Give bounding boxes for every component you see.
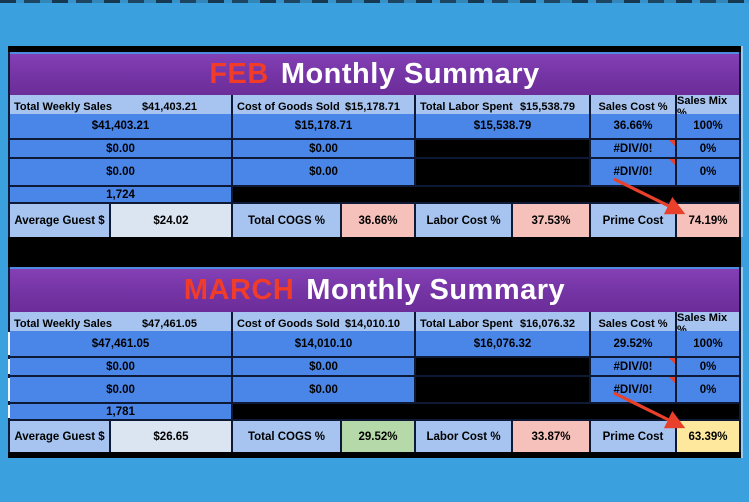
feb-row-3: $0.00 $0.00 #DIV/0! 0%	[10, 159, 739, 187]
march-table-bottom-border	[8, 452, 741, 458]
value-average-guest[interactable]: $26.65	[111, 421, 231, 452]
cell-weekly-sales[interactable]: $0.00	[10, 377, 231, 402]
top-edge-artifact	[0, 0, 749, 3]
value-average-guest[interactable]: $24.02	[111, 204, 231, 237]
comment-marker-icon	[669, 358, 675, 364]
march-row-2: $0.00 $0.00 #DIV/0! 0%	[8, 358, 739, 377]
label-total-cogs-pct[interactable]: Total COGS %	[233, 204, 340, 237]
label-prime-cost[interactable]: Prime Cost	[591, 421, 675, 452]
cell-cogs[interactable]: $0.00	[233, 377, 414, 402]
label-labor-cost-pct[interactable]: Labor Cost %	[416, 421, 511, 452]
cell-sales-mix-pct[interactable]: 0%	[677, 140, 739, 157]
error-text: #DIV/0!	[613, 166, 653, 178]
value-labor-cost-pct[interactable]: 33.87%	[513, 421, 589, 452]
header-value: $16,076.32	[519, 318, 575, 330]
error-text: #DIV/0!	[613, 383, 653, 396]
header-value: $14,010.10	[344, 318, 400, 330]
header-label: Total Weekly Sales	[14, 318, 113, 330]
row-edge-mark	[8, 405, 11, 418]
cell-cogs[interactable]: $14,010.10	[233, 331, 414, 356]
march-title-month: MARCH	[183, 274, 295, 306]
cell-sales-mix-pct[interactable]: 0%	[677, 377, 739, 402]
cell-cogs[interactable]: $0.00	[233, 159, 414, 185]
redacted-cell[interactable]	[233, 404, 739, 419]
march-title-bar: MARCH Monthly Summary	[10, 267, 739, 312]
header-value: $15,178.71	[344, 101, 400, 113]
label-prime-cost[interactable]: Prime Cost	[591, 204, 675, 237]
cell-cogs[interactable]: $15,178.71	[233, 114, 414, 138]
header-value: $41,403.21	[141, 101, 197, 113]
march-row-3: $0.00 $0.00 #DIV/0! 0%	[8, 377, 739, 404]
header-label: Total Labor Spent	[420, 101, 513, 113]
cell-sales-cost-pct[interactable]: 36.66%	[591, 114, 675, 138]
row-edge-mark	[8, 378, 11, 401]
feb-title-bar: FEB Monthly Summary	[10, 52, 739, 95]
label-total-cogs-pct[interactable]: Total COGS %	[233, 421, 340, 452]
redacted-cell[interactable]	[416, 159, 589, 185]
label-labor-cost-pct[interactable]: Labor Cost %	[416, 204, 511, 237]
feb-row-1: $41,403.21 $15,178.71 $15,538.79 36.66% …	[10, 114, 739, 140]
feb-row-4: 1,724	[10, 187, 739, 204]
march-monthly-summary-table: MARCH Monthly Summary Total Weekly Sales…	[8, 267, 741, 458]
header-label: Total Weekly Sales	[14, 101, 113, 113]
cell-guest-count[interactable]: 1,724	[10, 187, 231, 202]
cell-weekly-sales[interactable]: $0.00	[10, 140, 231, 157]
cell-labor[interactable]: $16,076.32	[416, 331, 589, 356]
march-row-4: 1,781	[8, 404, 739, 421]
cell-sales-mix-pct[interactable]: 0%	[677, 358, 739, 375]
cell-weekly-sales[interactable]: $0.00	[10, 358, 231, 375]
cell-div-error[interactable]: #DIV/0!	[591, 358, 675, 375]
feb-row-2: $0.00 $0.00 #DIV/0! 0%	[10, 140, 739, 159]
feb-summary-row: Average Guest $ $24.02 Total COGS % 36.6…	[10, 204, 739, 237]
redacted-cell[interactable]	[233, 187, 739, 202]
value-total-cogs-pct[interactable]: 29.52%	[342, 421, 414, 452]
feb-monthly-summary-table: FEB Monthly Summary Total Weekly Sales $…	[8, 46, 741, 237]
value-labor-cost-pct[interactable]: 37.53%	[513, 204, 589, 237]
label-average-guest[interactable]: Average Guest $	[10, 421, 109, 452]
redacted-cell[interactable]	[416, 140, 589, 157]
march-title-text: Monthly Summary	[306, 274, 566, 306]
label-average-guest[interactable]: Average Guest $	[10, 204, 109, 237]
cell-weekly-sales[interactable]: $0.00	[10, 159, 231, 185]
cell-guest-count[interactable]: 1,781	[10, 404, 231, 419]
header-label: Cost of Goods Sold	[237, 318, 340, 330]
cell-sales-mix-pct[interactable]: 0%	[677, 159, 739, 185]
header-label: Cost of Goods Sold	[237, 101, 340, 113]
cell-div-error[interactable]: #DIV/0!	[591, 159, 675, 185]
cell-weekly-sales[interactable]: $47,461.05	[10, 331, 231, 356]
feb-header-row: Total Weekly Sales $41,403.21 Cost of Go…	[10, 95, 739, 119]
error-text: #DIV/0!	[613, 360, 653, 373]
feb-title-text: Monthly Summary	[280, 58, 540, 90]
cell-cogs[interactable]: $0.00	[233, 140, 414, 157]
comment-marker-icon	[669, 140, 675, 146]
cell-sales-mix-pct[interactable]: 100%	[677, 114, 739, 138]
redacted-cell[interactable]	[416, 377, 589, 402]
cell-div-error[interactable]: #DIV/0!	[591, 377, 675, 402]
cell-cogs[interactable]: $0.00	[233, 358, 414, 375]
cell-div-error[interactable]: #DIV/0!	[591, 140, 675, 157]
comment-marker-icon	[669, 159, 675, 165]
cell-labor[interactable]: $15,538.79	[416, 114, 589, 138]
value-prime-cost[interactable]: 74.19%	[677, 204, 739, 237]
value-prime-cost[interactable]: 63.39%	[677, 421, 739, 452]
cell-weekly-sales[interactable]: $41,403.21	[10, 114, 231, 138]
value-total-cogs-pct[interactable]: 36.66%	[342, 204, 414, 237]
cell-sales-cost-pct[interactable]: 29.52%	[591, 331, 675, 356]
march-summary-row: Average Guest $ $26.65 Total COGS % 29.5…	[10, 421, 739, 452]
header-label: Total Labor Spent	[420, 318, 513, 330]
row-edge-mark	[8, 359, 11, 374]
march-row-1: $47,461.05 $14,010.10 $16,076.32 29.52% …	[8, 331, 739, 358]
march-header-row: Total Weekly Sales $47,461.05 Cost of Go…	[10, 312, 739, 336]
feb-title-month: FEB	[209, 58, 269, 90]
cell-sales-mix-pct[interactable]: 100%	[677, 331, 739, 356]
row-edge-mark	[8, 332, 11, 355]
header-value: $47,461.05	[141, 318, 197, 330]
comment-marker-icon	[669, 377, 675, 383]
redacted-strip	[8, 237, 741, 267]
error-text: #DIV/0!	[613, 142, 653, 155]
header-value: $15,538.79	[519, 101, 575, 113]
feb-table-top-border	[8, 46, 741, 52]
redacted-cell[interactable]	[416, 358, 589, 375]
